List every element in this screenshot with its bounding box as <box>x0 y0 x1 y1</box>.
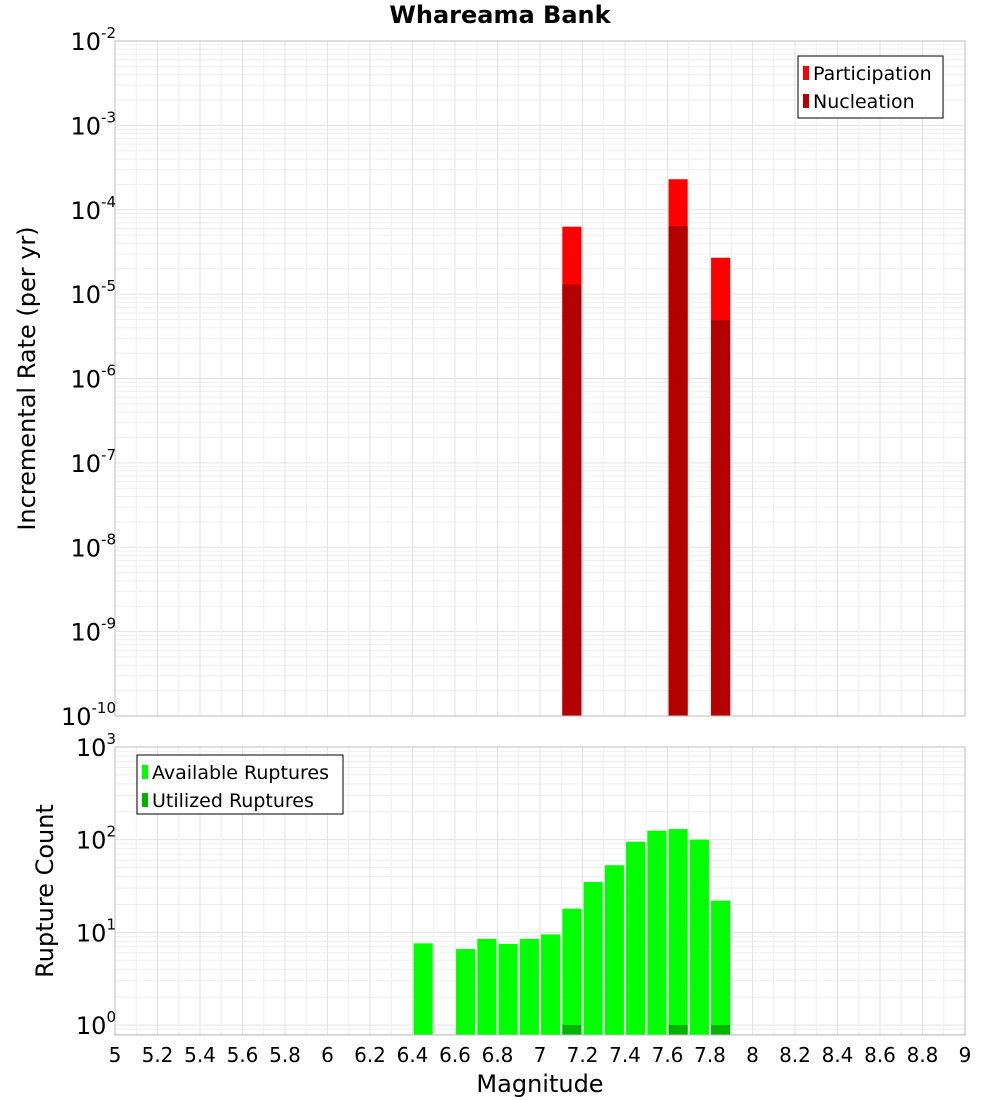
y-tick-label: 10-8 <box>70 530 116 562</box>
count-y-axis-title: Rupture Count <box>31 804 59 978</box>
bar-available-ruptures <box>519 938 539 1035</box>
x-axis-title: Magnitude <box>476 1070 603 1098</box>
bar-available-ruptures <box>456 949 476 1035</box>
bar-available-ruptures <box>498 943 518 1035</box>
bar-nucleation <box>668 226 688 716</box>
bar-nucleation <box>711 320 731 716</box>
x-tick-label: 5.8 <box>269 1043 301 1067</box>
legend-label: Participation <box>813 63 932 85</box>
x-tick-label: 6.4 <box>397 1043 429 1067</box>
bar-available-ruptures <box>413 943 433 1035</box>
y-tick-label: 101 <box>76 915 116 947</box>
legend-box <box>136 754 344 815</box>
x-tick-label: 5.2 <box>142 1043 174 1067</box>
legend-label: Utilized Ruptures <box>152 790 314 812</box>
count-legend: Available Ruptures Utilized Ruptures <box>136 754 344 815</box>
x-tick-label: 8.4 <box>822 1043 854 1067</box>
bar-available-ruptures <box>668 829 688 1035</box>
x-tick-label: 8.2 <box>779 1043 811 1067</box>
x-tick-label: 7.8 <box>694 1043 726 1067</box>
y-tick-label: 10-2 <box>70 24 116 56</box>
legend-label: Available Ruptures <box>152 762 329 784</box>
x-tick-label: 7.6 <box>652 1043 684 1067</box>
x-tick-label: 5.4 <box>184 1043 216 1067</box>
bar-utilized-ruptures <box>562 1025 582 1035</box>
bar-available-ruptures <box>711 900 731 1035</box>
bar-available-ruptures <box>477 938 497 1035</box>
legend-box <box>797 55 944 119</box>
bar-available-ruptures <box>562 908 582 1035</box>
bar-available-ruptures <box>583 881 603 1035</box>
legend-swatch <box>142 793 148 807</box>
y-tick-label: 10-10 <box>61 699 116 731</box>
y-tick-label: 10-3 <box>70 108 116 140</box>
chart-title: Whareama Bank <box>389 1 611 29</box>
rate-y-axis-title: Incremental Rate (per yr) <box>13 226 41 530</box>
bar-available-ruptures <box>626 841 646 1035</box>
x-tick-label: 6 <box>321 1043 334 1067</box>
bar-available-ruptures <box>541 934 561 1035</box>
x-tick-labels: 5 5.2 5.4 5.6 5.8 6 6.2 6.4 6.6 6.8 7 7.2 7.4 7.6 7.8 8… <box>109 1043 972 1067</box>
y-tick-label: 10-6 <box>70 362 116 394</box>
legend-swatch <box>142 765 148 779</box>
bar-utilized-ruptures <box>711 1025 731 1035</box>
x-tick-label: 7.2 <box>567 1043 599 1067</box>
rate-panel: 10-10 10-9 10-8 10-7 10-6 10-5 10-4 10-3 10-2 Inc… <box>13 24 966 731</box>
y-tick-label: 10-7 <box>70 446 116 478</box>
count-panel: 100 101 102 103 Rupture Count Available Ruptu… <box>31 730 971 1067</box>
x-tick-label: 8 <box>746 1043 759 1067</box>
x-tick-label: 7.4 <box>609 1043 641 1067</box>
y-tick-label: 10-9 <box>70 615 116 647</box>
bar-nucleation <box>562 284 582 716</box>
x-tick-label: 5 <box>109 1043 122 1067</box>
count-grid <box>114 747 966 1035</box>
x-tick-label: 5.6 <box>227 1043 259 1067</box>
y-tick-label: 10-5 <box>70 277 116 309</box>
rate-legend: Participation Nucleation <box>797 55 944 119</box>
count-plot-frame <box>114 746 966 1036</box>
x-tick-label: 6.8 <box>482 1043 514 1067</box>
rate-y-tick-labels: 10-10 10-9 10-8 10-7 10-6 10-5 10-4 10-3 10-2 <box>61 24 116 731</box>
bar-available-ruptures <box>604 865 624 1035</box>
x-tick-label: 8.6 <box>864 1043 896 1067</box>
legend-swatch <box>803 66 809 80</box>
count-y-tick-labels: 100 101 102 103 <box>76 730 116 1040</box>
rate-bars <box>562 179 731 716</box>
count-bars <box>413 829 731 1035</box>
bar-utilized-ruptures <box>668 1025 688 1035</box>
y-tick-label: 102 <box>76 823 116 855</box>
rate-plot-frame <box>114 40 966 717</box>
y-tick-label: 100 <box>76 1008 116 1040</box>
x-tick-label: 6.6 <box>439 1043 471 1067</box>
x-tick-label: 6.2 <box>354 1043 386 1067</box>
rate-grid <box>114 41 966 717</box>
y-tick-label: 103 <box>76 730 116 762</box>
x-tick-label: 9 <box>959 1043 972 1067</box>
y-tick-label: 10-4 <box>70 193 116 225</box>
legend-label: Nucleation <box>813 91 915 113</box>
bar-available-ruptures <box>647 830 667 1035</box>
x-tick-label: 8.8 <box>907 1043 939 1067</box>
bar-available-ruptures <box>689 839 709 1035</box>
legend-swatch <box>803 94 809 108</box>
x-tick-label: 7 <box>534 1043 547 1067</box>
